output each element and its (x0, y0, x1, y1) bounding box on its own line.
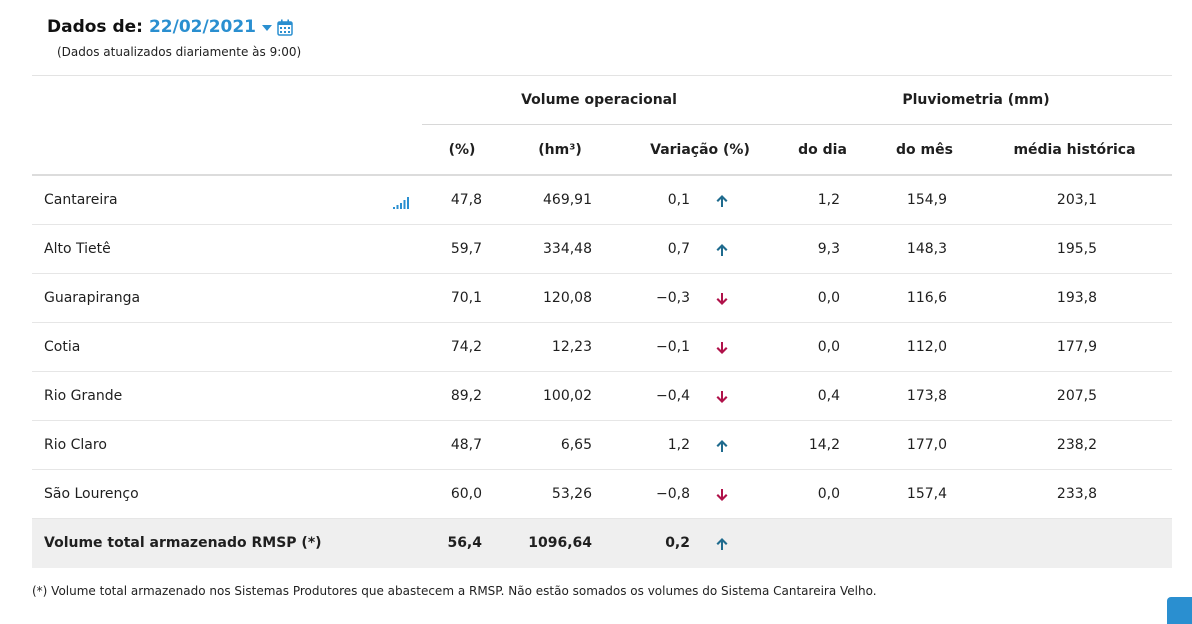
cell-variacao: 0,1 (667, 192, 690, 208)
cell-variacao: −0,8 (656, 486, 690, 502)
cell-hm3: 6,65 (560, 437, 592, 453)
row-name: Cotia (44, 339, 81, 355)
cell-do-dia: 14,2 (808, 437, 840, 453)
date-header: Dados de: 22/02/2021 (47, 14, 293, 40)
cell-variacao: 0,7 (667, 241, 690, 257)
cell-media-historica: 238,2 (1056, 437, 1097, 453)
cell-hm3: 334,48 (543, 241, 592, 257)
group-header-pluviometria: Pluviometria (mm) (902, 92, 1050, 108)
row-name: Alto Tietê (44, 241, 111, 257)
date-picker-value[interactable]: 22/02/2021 (148, 17, 257, 37)
cell-do-mes: 157,4 (906, 486, 947, 502)
cell-do-dia: 0,0 (817, 339, 840, 355)
arrow-up-icon (715, 438, 729, 452)
arrow-down-icon (715, 487, 729, 501)
row-name: São Lourenço (44, 486, 139, 502)
divider (422, 124, 780, 125)
divider (32, 174, 1172, 176)
row-name: Volume total armazenado RMSP (*) (44, 535, 322, 551)
arrow-up-icon (715, 193, 729, 207)
cell-pct: 56,4 (447, 535, 482, 551)
table-row: Cotia 74,2 12,23 −0,1 0,0 112,0 177,9 (32, 323, 1172, 372)
cell-media-historica: 193,8 (1056, 290, 1097, 306)
cell-media-historica: 233,8 (1056, 486, 1097, 502)
arrow-down-icon (715, 291, 729, 305)
footnote: (*) Volume total armazenado nos Sistemas… (32, 584, 877, 598)
chart-bars-icon[interactable] (393, 194, 409, 213)
table-row: Rio Grande 89,2 100,02 −0,4 0,4 173,8 207,5 (32, 372, 1172, 421)
row-name: Cantareira (44, 192, 118, 208)
row-name: Rio Grande (44, 388, 123, 404)
cell-variacao: 1,2 (667, 437, 690, 453)
arrow-up-icon (715, 536, 729, 550)
cell-do-mes: 177,0 (906, 437, 947, 453)
cell-pct: 70,1 (450, 290, 482, 306)
cell-pct: 47,8 (450, 192, 482, 208)
cell-hm3: 469,91 (543, 192, 592, 208)
cell-hm3: 53,26 (551, 486, 592, 502)
cell-hm3: 1096,64 (528, 535, 592, 551)
cell-do-mes: 116,6 (906, 290, 947, 306)
column-header-media-historica: média histórica (1013, 142, 1136, 158)
cell-do-mes: 173,8 (906, 388, 947, 404)
divider (780, 124, 1172, 125)
cell-do-dia: 0,4 (817, 388, 840, 404)
table-row: Cantareira 47,8 469,91 0,1 1,2 154,9 203,1 (32, 176, 1172, 225)
cell-media-historica: 195,5 (1056, 241, 1097, 257)
column-header-do-mes: do mês (896, 142, 953, 158)
cell-pct: 59,7 (450, 241, 482, 257)
cell-do-dia: 0,0 (817, 290, 840, 306)
cell-hm3: 120,08 (543, 290, 592, 306)
group-header-volume: Volume operacional (521, 92, 677, 108)
table-row: Guarapiranga 70,1 120,08 −0,3 0,0 116,6 193,8 (32, 274, 1172, 323)
table-row: Rio Claro 48,7 6,65 1,2 14,2 177,0 238,2 (32, 421, 1172, 470)
cell-media-historica: 203,1 (1056, 192, 1097, 208)
column-header-pct: (%) (448, 142, 476, 158)
column-header-hm3: (hm³) (538, 142, 582, 158)
column-header-do-dia: do dia (798, 142, 847, 158)
row-name: Guarapiranga (44, 290, 141, 306)
cell-do-mes: 154,9 (906, 192, 947, 208)
caret-down-icon[interactable] (262, 25, 273, 31)
cell-pct: 48,7 (450, 437, 482, 453)
divider (32, 75, 1172, 76)
table-row: Alto Tietê 59,7 334,48 0,7 9,3 148,3 195,5 (32, 225, 1172, 274)
cell-do-mes: 112,0 (906, 339, 947, 355)
table-row: São Lourenço 60,0 53,26 −0,8 0,0 157,4 233,8 (32, 470, 1172, 519)
cell-hm3: 100,02 (543, 388, 592, 404)
cell-hm3: 12,23 (551, 339, 592, 355)
calendar-icon[interactable] (277, 19, 293, 36)
arrow-down-icon (715, 340, 729, 354)
cell-variacao: −0,4 (656, 388, 690, 404)
floating-button[interactable] (1167, 597, 1192, 624)
cell-variacao: −0,1 (656, 339, 690, 355)
arrow-up-icon (715, 242, 729, 256)
row-name: Rio Claro (44, 437, 107, 453)
cell-do-dia: 9,3 (817, 241, 840, 257)
cell-variacao: −0,3 (656, 290, 690, 306)
arrow-down-icon (715, 389, 729, 403)
date-label: Dados de: (47, 17, 143, 37)
cell-pct: 60,0 (450, 486, 482, 502)
column-header-variacao: Variação (%) (650, 142, 750, 158)
cell-do-dia: 1,2 (817, 192, 840, 208)
cell-media-historica: 207,5 (1056, 388, 1097, 404)
cell-variacao: 0,2 (665, 535, 690, 551)
cell-pct: 89,2 (450, 388, 482, 404)
cell-do-mes: 148,3 (906, 241, 947, 257)
update-note: (Dados atualizados diariamente às 9:00) (57, 45, 302, 59)
total-row: Volume total armazenado RMSP (*) 56,4 1096… (32, 519, 1172, 568)
cell-pct: 74,2 (450, 339, 482, 355)
cell-media-historica: 177,9 (1056, 339, 1097, 355)
cell-do-dia: 0,0 (817, 486, 840, 502)
